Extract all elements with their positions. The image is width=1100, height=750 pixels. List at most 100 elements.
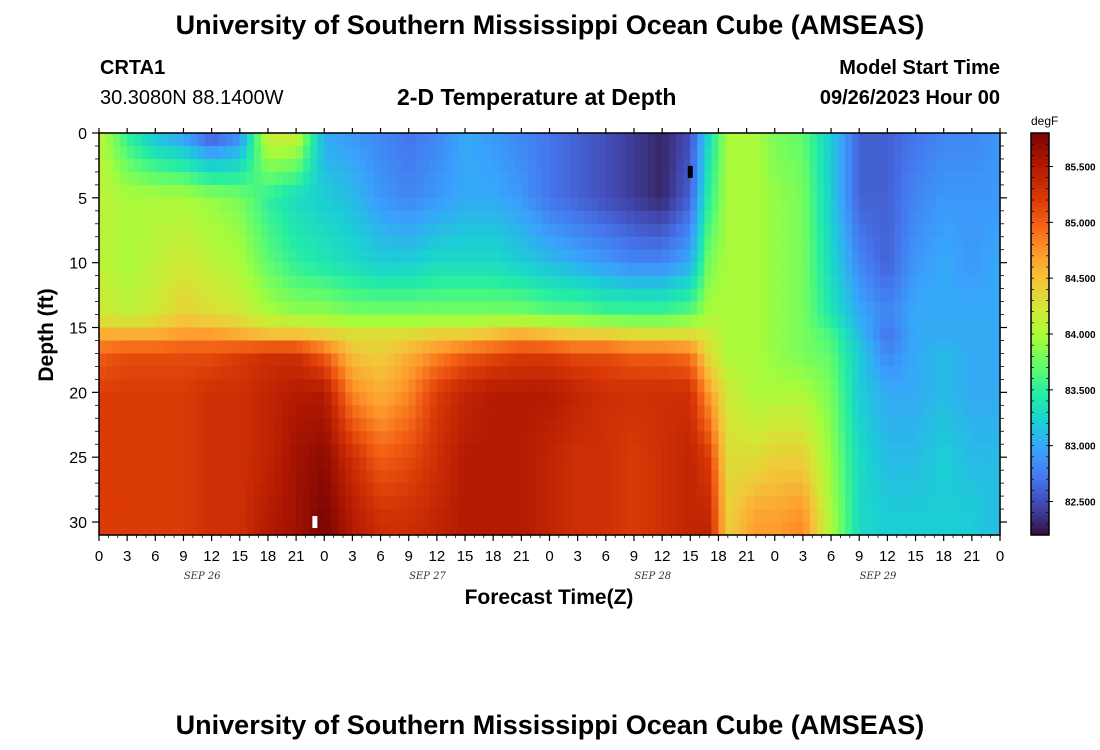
heatmap-cell	[873, 418, 881, 432]
heatmap-cell	[964, 223, 973, 238]
heatmap-cell	[366, 457, 375, 471]
heatmap-cell	[697, 405, 705, 419]
heatmap-cell	[246, 133, 255, 147]
heatmap-cell	[260, 522, 269, 536]
heatmap-cell	[563, 392, 572, 406]
heatmap-cell	[739, 262, 748, 277]
heatmap-cell	[816, 145, 825, 160]
heatmap-cell	[577, 522, 586, 536]
heatmap-cell	[591, 145, 600, 160]
heatmap-cell	[852, 223, 860, 238]
heatmap-cell	[655, 379, 663, 393]
heatmap-cell	[746, 431, 755, 445]
heatmap-cell	[873, 133, 881, 147]
heatmap-cell	[725, 236, 734, 251]
heatmap-cell	[556, 184, 565, 199]
heatmap-cell	[155, 470, 163, 484]
heatmap-cell	[443, 288, 452, 303]
heatmap-cell	[141, 223, 149, 238]
heatmap-cell	[359, 197, 368, 212]
heatmap-cell	[690, 457, 698, 471]
heatmap-cell	[127, 522, 135, 536]
heatmap-cell	[528, 236, 537, 251]
heatmap-cell	[457, 171, 466, 186]
heatmap-cell	[99, 262, 107, 277]
heatmap-cell	[310, 197, 318, 212]
heatmap-cell	[542, 314, 551, 329]
heatmap-cell	[465, 171, 473, 186]
heatmap-cell	[845, 431, 853, 445]
heatmap-cell	[788, 133, 797, 147]
heatmap-cell	[148, 366, 156, 380]
heatmap-cell	[802, 262, 811, 277]
heatmap-cell	[528, 444, 537, 458]
heatmap-cell	[929, 262, 938, 277]
heatmap-cell	[465, 262, 473, 277]
heatmap-cell	[795, 197, 804, 212]
heatmap-cell	[141, 288, 149, 303]
heatmap-cell	[676, 145, 684, 160]
heatmap-cell	[922, 145, 931, 160]
heatmap-cell	[387, 431, 396, 445]
heatmap-cell	[985, 405, 994, 419]
heatmap-cell	[922, 249, 931, 264]
heatmap-cell	[113, 522, 121, 536]
heatmap-cell	[260, 314, 269, 329]
heatmap-cell	[894, 340, 903, 355]
heatmap-cell	[908, 236, 917, 251]
heatmap-cell	[373, 457, 382, 471]
heatmap-cell	[282, 133, 290, 147]
heatmap-cell	[683, 392, 691, 406]
heatmap-cell	[134, 301, 142, 316]
x-tick-label: 18	[260, 548, 277, 565]
heatmap-cell	[887, 431, 896, 445]
heatmap-cell	[760, 392, 769, 406]
heatmap-cell	[436, 288, 445, 303]
heatmap-cell	[802, 405, 811, 419]
heatmap-cell	[408, 340, 417, 355]
heatmap-cell	[577, 184, 586, 199]
heatmap-cell	[633, 353, 642, 368]
heatmap-cell	[303, 236, 311, 251]
heatmap-cell	[950, 184, 959, 199]
y-tick-label: 30	[69, 515, 87, 532]
heatmap-cell	[225, 444, 234, 458]
heatmap-cell	[648, 340, 656, 355]
heatmap-cell	[753, 133, 762, 147]
heatmap-cell	[282, 340, 290, 355]
heatmap-cell	[915, 301, 924, 316]
heatmap-cell	[767, 431, 776, 445]
heatmap-cell	[612, 262, 621, 277]
heatmap-cell	[345, 470, 354, 484]
heatmap-cell	[873, 483, 881, 497]
heatmap-cell	[429, 288, 438, 303]
heatmap-cell	[626, 418, 635, 432]
heatmap-cell	[795, 184, 804, 199]
heatmap-cell	[253, 236, 262, 251]
heatmap-cell	[282, 236, 290, 251]
heatmap-cell	[648, 483, 656, 497]
heatmap-cell	[521, 301, 529, 316]
heatmap-cell	[479, 470, 487, 484]
heatmap-cell	[155, 197, 163, 212]
heatmap-cell	[669, 340, 677, 355]
heatmap-cell	[852, 314, 860, 329]
heatmap-cell	[155, 340, 163, 355]
heatmap-cell	[943, 314, 952, 329]
heatmap-cell	[380, 223, 389, 238]
heatmap-cell	[577, 379, 586, 393]
heatmap-cell	[859, 522, 867, 536]
heatmap-cell	[570, 418, 579, 432]
heatmap-cell	[859, 236, 867, 251]
heatmap-cell	[408, 145, 417, 160]
heatmap-cell	[598, 483, 607, 497]
heatmap-cell	[310, 301, 318, 316]
heatmap-cell	[929, 236, 938, 251]
heatmap-cell	[345, 262, 354, 277]
heatmap-cell	[950, 444, 959, 458]
heatmap-cell	[626, 171, 635, 186]
heatmap-cell	[310, 509, 318, 523]
heatmap-cell	[697, 262, 705, 277]
heatmap-cell	[577, 327, 586, 342]
heatmap-cell	[443, 145, 452, 160]
